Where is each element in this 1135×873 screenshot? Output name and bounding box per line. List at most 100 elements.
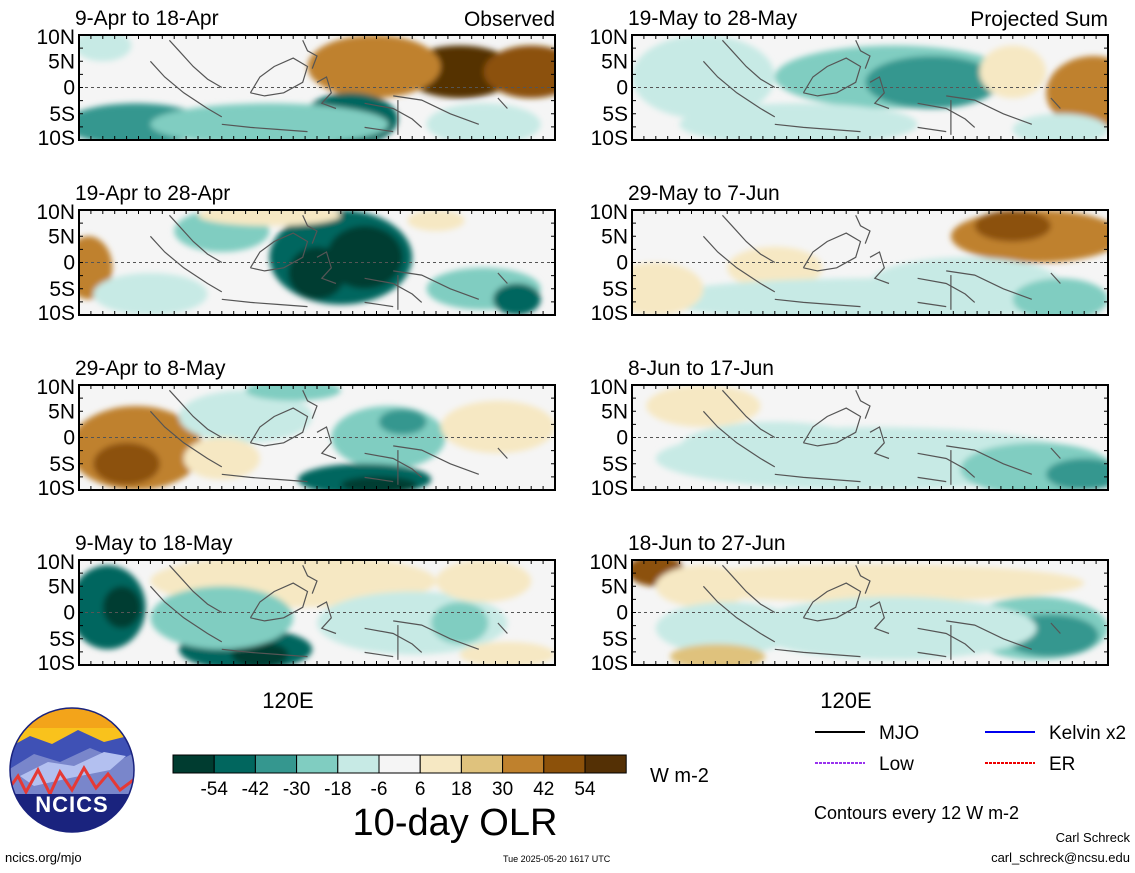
coastline [946, 95, 1033, 125]
coastline [917, 452, 976, 478]
colorbar-tick-label: 30 [492, 779, 513, 800]
coastline [917, 651, 947, 658]
coastline [302, 215, 318, 244]
website-label: ncics.org/mjo [5, 850, 82, 865]
colorbar-swatch [213, 754, 256, 774]
coastline [802, 57, 862, 97]
y-tick-label: 0 [616, 252, 628, 275]
coastline [497, 622, 508, 634]
y-tick-label: 10S [38, 302, 75, 325]
y-tick-label: 10S [591, 652, 628, 675]
coastline [917, 102, 976, 128]
coastline [364, 452, 423, 478]
colorbar-swatch [172, 754, 215, 774]
y-tick-label: 5S [49, 453, 75, 476]
colorbar-tick-label: -30 [283, 779, 310, 800]
legend: MJO Kelvin x2 Low ER [815, 723, 1126, 775]
panel-period-title: 19-May to 28-May [628, 7, 798, 30]
olr-anomaly-region [493, 283, 541, 315]
x-tick-label-right: 120E [820, 688, 871, 713]
y-tick-label: 10S [591, 477, 628, 500]
y-tick-label: 10N [589, 26, 628, 49]
chart-title: 10-day OLR [353, 802, 558, 844]
olr-anomaly-region [865, 56, 999, 109]
y-tick-label: 10S [38, 127, 75, 150]
coastline [393, 620, 480, 650]
olr-anomaly-region [1012, 113, 1108, 140]
y-tick-label: 5S [602, 453, 628, 476]
y-tick-label: 10N [589, 376, 628, 399]
contour-note: Contours every 12 W m-2 [814, 803, 1019, 823]
y-tick-label: 10N [36, 26, 75, 49]
author-label: Carl Schreck [1055, 830, 1130, 845]
coastline [316, 76, 337, 110]
y-tick-label: 5S [49, 628, 75, 651]
logo-text: NCICS [35, 792, 108, 817]
y-tick-label: 5N [601, 575, 628, 598]
olr-anomaly-region [436, 560, 532, 602]
olr-anomaly-region [179, 390, 313, 443]
coastline [168, 389, 223, 439]
y-tick-label: 10S [38, 652, 75, 675]
coastline [168, 39, 223, 89]
coastline [393, 270, 480, 300]
coastline [946, 620, 1033, 650]
y-tick-label: 10N [589, 201, 628, 224]
y-tick-label: 5N [601, 50, 628, 73]
olr-anomaly-region [426, 103, 541, 140]
olr-anomaly-region [378, 409, 427, 435]
coastline [221, 123, 308, 133]
colorbar-swatch [502, 754, 545, 774]
colorbar-tick-label: 18 [451, 779, 472, 800]
coastline [249, 582, 309, 622]
olr-anomaly-region [183, 437, 260, 480]
panel-period-title: 18-Jun to 27-Jun [628, 532, 786, 555]
y-tick-label: 0 [63, 427, 75, 450]
coastline [364, 627, 423, 653]
panel-period-title: 19-Apr to 28-Apr [75, 182, 230, 205]
olr-anomaly-region [655, 564, 1085, 602]
legend-label: Low [879, 754, 914, 775]
coastline [393, 95, 480, 125]
olr-anomaly-region [102, 586, 141, 629]
olr-anomaly-region [431, 602, 489, 644]
coastline [364, 277, 423, 303]
y-tick-label: 0 [63, 602, 75, 625]
y-tick-label: 5N [48, 50, 75, 73]
coastline [702, 410, 776, 468]
coastline [917, 126, 947, 133]
coastline [1050, 97, 1061, 109]
coastline [774, 473, 861, 483]
panel-period-title: 29-May to 7-Jun [628, 182, 780, 205]
coastline [364, 301, 394, 308]
coastline [855, 565, 871, 594]
coastline [869, 76, 890, 110]
olr-anomaly-region [440, 400, 555, 454]
y-tick-label: 5S [602, 103, 628, 126]
colorbar-swatch [419, 754, 462, 774]
coastline [946, 445, 1033, 475]
colorbar-units: W m-2 [650, 765, 709, 787]
olr-anomaly-region [79, 35, 132, 62]
coastline [855, 40, 871, 69]
colorbar-tick-label: -18 [324, 779, 351, 800]
olr-anomaly-region [646, 385, 761, 427]
coastline [249, 407, 309, 447]
coastline [316, 426, 337, 460]
y-tick-label: 0 [63, 252, 75, 275]
panel-period-title: 8-Jun to 17-Jun [628, 357, 774, 380]
coastline [702, 60, 776, 118]
coastline [721, 214, 776, 264]
olr-anomaly-region [979, 45, 1047, 99]
coastline [316, 251, 337, 285]
coastline [302, 565, 318, 594]
y-tick-label: 5S [49, 278, 75, 301]
colorbar-swatch [254, 754, 298, 774]
olr-anomaly-region [245, 385, 341, 401]
